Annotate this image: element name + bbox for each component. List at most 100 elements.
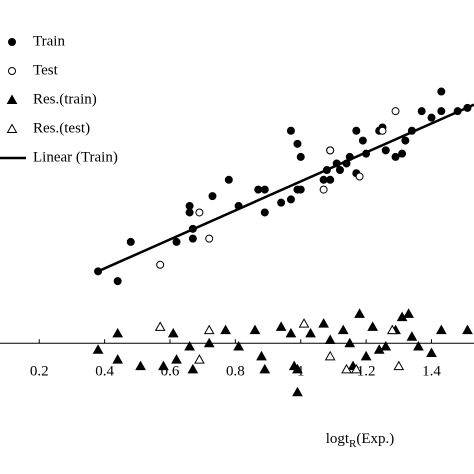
data-point: [208, 192, 217, 201]
data-point: [403, 308, 414, 318]
data-point: [350, 363, 362, 374]
data-point: [360, 350, 372, 361]
data-point: [437, 107, 446, 116]
data-point: [112, 354, 124, 364]
data-point: [386, 324, 398, 335]
data-point: [286, 126, 295, 135]
data-point: [324, 350, 336, 361]
data-point: [205, 234, 214, 243]
x-axis-title: logtR(Exp.): [326, 431, 395, 449]
data-point: [167, 327, 179, 338]
data-point: [427, 113, 436, 122]
data-point: [249, 324, 261, 335]
data-point: [401, 136, 410, 145]
data-point: [319, 185, 328, 194]
data-point: [435, 324, 447, 335]
data-point: [195, 208, 204, 217]
data-point: [355, 172, 364, 181]
data-point: [354, 308, 365, 318]
legend-label: Res.(test): [33, 120, 90, 136]
data-point: [398, 149, 407, 158]
data-point: [296, 152, 305, 161]
data-point: [277, 198, 286, 207]
data-point: [112, 327, 124, 338]
legend-label: Test: [33, 62, 59, 78]
data-point: [406, 331, 418, 341]
data-point: [293, 139, 302, 148]
data-point: [341, 363, 352, 374]
data-point: [292, 386, 303, 397]
legend-label: Train: [33, 33, 65, 49]
x-tick-label: 0.4: [95, 364, 114, 380]
data-point: [344, 337, 356, 348]
x-title-main: logt: [326, 431, 350, 447]
data-point: [285, 327, 297, 338]
data-point: [326, 175, 335, 184]
data-point: [233, 340, 244, 351]
x-title-rest: (Exp.): [356, 431, 394, 447]
data-point: [260, 185, 269, 194]
data-point: [194, 354, 205, 364]
legend-label: Res.(train): [33, 91, 97, 107]
data-point: [337, 324, 349, 335]
data-point: [203, 337, 215, 348]
legend-marker: [8, 38, 16, 46]
data-point: [260, 208, 269, 217]
data-point: [275, 321, 287, 331]
legend-marker: [6, 94, 18, 104]
data-point: [256, 350, 267, 361]
trend-line: [97, 103, 474, 273]
x-tick-label: 1.2: [357, 364, 376, 380]
data-point: [326, 146, 335, 155]
data-point: [286, 195, 295, 204]
data-point: [203, 324, 215, 335]
data-point: [358, 136, 367, 145]
data-point: [319, 175, 328, 184]
data-point: [318, 318, 329, 328]
data-point: [188, 234, 197, 243]
data-point: [352, 126, 361, 135]
data-point: [324, 334, 336, 344]
data-point: [220, 324, 231, 335]
data-point: [113, 277, 122, 286]
legend-marker: [8, 67, 16, 75]
data-point: [393, 360, 405, 371]
data-point: [92, 344, 104, 354]
data-point: [298, 318, 310, 328]
data-point: [292, 363, 303, 374]
data-point: [296, 185, 305, 194]
data-point: [391, 152, 400, 161]
data-point: [378, 126, 387, 135]
data-point: [259, 363, 271, 374]
data-point: [305, 327, 316, 338]
x-tick-label: 0.8: [226, 364, 245, 380]
data-point: [462, 324, 473, 335]
data-point: [154, 321, 166, 331]
data-point: [158, 360, 169, 371]
data-point: [426, 347, 437, 358]
data-point: [254, 185, 263, 194]
legend-label: Linear (Train): [33, 149, 118, 165]
data-point: [335, 165, 344, 174]
data-point: [380, 340, 392, 351]
data-point: [135, 360, 146, 371]
x-tick-label: 0.2: [30, 364, 49, 380]
data-point: [413, 340, 424, 351]
data-point: [417, 107, 426, 116]
x-title-sub: R: [349, 438, 357, 450]
data-point: [437, 87, 446, 96]
data-point: [367, 321, 379, 331]
x-tick-label: 1.4: [422, 364, 441, 380]
data-point: [172, 237, 181, 246]
data-point: [187, 363, 199, 374]
data-point: [381, 146, 390, 155]
data-point: [126, 237, 135, 246]
data-point: [185, 201, 194, 210]
data-point: [391, 107, 400, 116]
data-point: [224, 175, 233, 184]
data-point: [184, 340, 195, 351]
data-point: [185, 208, 194, 217]
legend-marker: [6, 123, 18, 133]
data-point: [156, 260, 165, 269]
